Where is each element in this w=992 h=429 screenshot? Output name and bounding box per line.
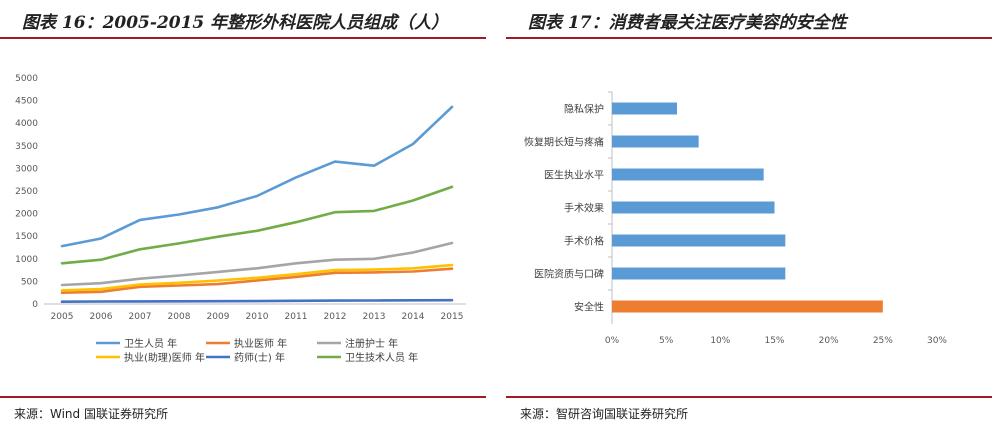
- left-bottom-rule: [0, 396, 486, 398]
- left-top-rule: [0, 37, 486, 39]
- category-label: 医生执业水平: [544, 169, 604, 182]
- y-tick-label: 1000: [15, 255, 38, 265]
- right-source: 来源：智研咨询国联证券研究所: [520, 407, 689, 421]
- legend-label: 药师(士) 年: [234, 351, 285, 364]
- right-panel: 图表 17：消费者最关注医疗美容的安全性 隐私保护恢复期长短与疼痛医生执业水平手…: [506, 0, 992, 429]
- y-tick-label: 2500: [15, 187, 38, 197]
- category-label: 隐私保护: [564, 103, 604, 116]
- right-chart-title: 图表 17：消费者最关注医疗美容的安全性: [528, 13, 847, 33]
- category-label: 手术效果: [564, 202, 604, 215]
- x-tick-label: 5%: [659, 336, 674, 346]
- y-tick-label: 500: [21, 277, 38, 287]
- x-tick-label: 2013: [363, 312, 386, 322]
- category-label: 安全性: [574, 301, 604, 314]
- bar: [612, 234, 786, 247]
- legend-label: 卫生人员 年: [124, 337, 177, 350]
- series-line: [60, 298, 454, 303]
- right-bottom-rule: [506, 396, 992, 398]
- x-tick-label: 20%: [819, 336, 839, 346]
- bar: [612, 267, 786, 280]
- y-tick-label: 1500: [15, 232, 38, 242]
- bar: [612, 102, 677, 115]
- x-tick-label: 2010: [246, 312, 269, 322]
- bar: [612, 201, 775, 214]
- series-line: [60, 241, 454, 287]
- x-tick-label: 30%: [927, 336, 947, 346]
- y-tick-label: 0: [32, 300, 38, 310]
- bar: [612, 168, 764, 181]
- category-label: 恢复期长短与疼痛: [524, 136, 604, 149]
- x-tick-label: 2011: [285, 312, 308, 322]
- x-tick-label: 0%: [605, 336, 620, 346]
- legend-label: 卫生技术人员 年: [345, 351, 418, 364]
- x-tick-label: 25%: [873, 336, 893, 346]
- line-chart: 0 500 1000 1500 2000 2500 3000 3500 4000 4500 5000…: [15, 74, 466, 364]
- x-tick-label: 2009: [207, 312, 230, 322]
- x-tick-label: 2008: [168, 312, 191, 322]
- x-tick-label: 2014: [402, 312, 425, 322]
- right-top-rule: [506, 37, 992, 39]
- legend-label: 注册护士 年: [345, 337, 398, 350]
- y-tick-label: 3000: [15, 164, 38, 174]
- legend-label: 执业(助理)医师 年: [124, 351, 205, 364]
- bar: [612, 135, 699, 148]
- x-tick-label: 2007: [129, 312, 152, 322]
- x-tick-label: 2012: [324, 312, 347, 322]
- left-panel: 图表 16：2005-2015 年整形外科医院人员组成（人） 0 500 1000 1…: [0, 0, 486, 429]
- legend-label: 执业医师 年: [234, 337, 287, 350]
- x-tick-label: 2006: [90, 312, 113, 322]
- y-tick-label: 4500: [15, 97, 38, 107]
- series-line: [60, 185, 454, 265]
- category-label: 手术价格: [564, 235, 604, 248]
- bar: [612, 300, 883, 313]
- left-chart-title: 图表 16：2005-2015 年整形外科医院人员组成（人）: [22, 13, 449, 33]
- category-label: 医院资质与口碑: [534, 268, 604, 281]
- series-line: [60, 267, 454, 294]
- left-source: 来源：Wind 国联证券研究所: [14, 407, 168, 421]
- y-tick-label: 4000: [15, 119, 38, 129]
- x-tick-label: 2005: [51, 312, 74, 322]
- y-tick-label: 3500: [15, 142, 38, 152]
- series-line: [60, 105, 454, 248]
- y-tick-label: 5000: [15, 74, 38, 84]
- x-tick-label: 15%: [764, 336, 784, 346]
- y-tick-label: 2000: [15, 210, 38, 220]
- x-tick-label: 10%: [710, 336, 730, 346]
- x-tick-label: 2015: [441, 312, 464, 322]
- series-line: [60, 263, 454, 292]
